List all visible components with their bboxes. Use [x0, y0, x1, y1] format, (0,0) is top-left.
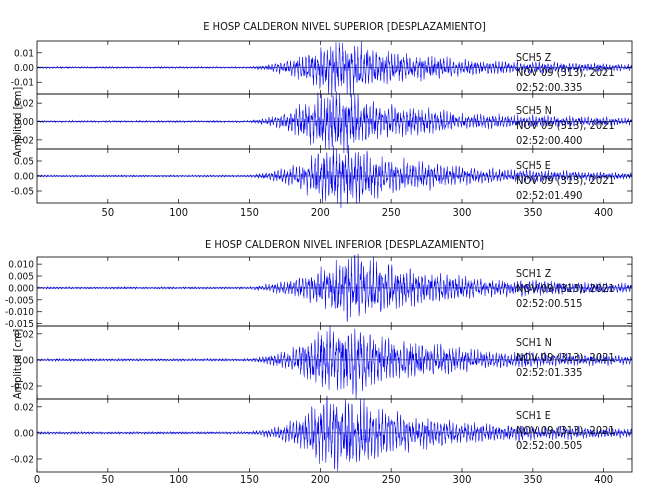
- station-annotation: SCH1 N NOV 09 (313), 2021 02:52:01.335: [516, 337, 615, 379]
- x-tick-label: 200: [311, 473, 330, 486]
- record-time: 02:52:00.505: [516, 439, 582, 452]
- y-tick-label: -0.015: [5, 319, 34, 330]
- record-time: 02:52:01.490: [516, 189, 582, 202]
- x-tick-label: 400: [594, 206, 613, 219]
- y-tick-label: -0.005: [5, 295, 34, 306]
- y-tick-label: 0.02: [14, 329, 34, 340]
- record-time: 02:52:01.335: [516, 366, 582, 379]
- y-tick-label: 0.00: [14, 63, 34, 74]
- x-tick-label: 0: [34, 473, 40, 486]
- y-tick-label: 0.00: [14, 172, 34, 183]
- x-tick-label: 300: [453, 473, 472, 486]
- y-tick-label: 0.05: [14, 157, 34, 168]
- waveform-line: [36, 145, 633, 208]
- chart-1: E HOSP CALDERON NIVEL SUPERIOR [DESPLAZA…: [11, 20, 633, 219]
- trace-panel: 0.01 0.00 -0.01 SCH5 Z NOV 09 (313), 2021 02:…: [11, 40, 633, 98]
- waveform-line: [36, 91, 633, 154]
- y-tick-label: 0.00: [14, 117, 34, 128]
- y-tick-label: 0.010: [8, 260, 34, 271]
- x-tick-label: 100: [169, 473, 188, 486]
- record-time: 02:52:00.515: [516, 297, 582, 310]
- station-channel: SCH5 N: [516, 105, 552, 117]
- station-annotation: SCH1 Z NOV 09 (313), 2021 02:52:00.515: [516, 268, 615, 310]
- x-tick-label: 350: [523, 206, 542, 219]
- record-date: NOV 09 (313), 2021: [516, 119, 615, 132]
- y-tick-label: 0.01: [14, 48, 34, 59]
- y-tick-label: 0.00: [14, 355, 34, 366]
- y-tick-label: -0.02: [11, 454, 34, 465]
- y-tick-label: 0.000: [8, 283, 34, 294]
- x-tick-label: 200: [311, 206, 330, 219]
- x-tick-label: 350: [523, 473, 542, 486]
- station-channel: SCH1 E: [516, 410, 551, 422]
- x-tick-label: 100: [169, 206, 188, 219]
- trace-panel: 0.02 0.00 -0.02 SCH1 N NOV 09 (313), 2021 02:…: [11, 325, 633, 400]
- record-time: 02:52:00.335: [516, 81, 582, 94]
- trace-panel: 0.02 0.00 -0.02 SCH1 E NOV 09 (313), 2021 02:…: [11, 395, 633, 473]
- chart-2: E HOSP CALDERON NIVEL INFERIOR [DESPLAZA…: [5, 238, 633, 486]
- station-annotation: SCH5 E NOV 09 (313), 2021 02:52:01.490: [516, 160, 615, 202]
- chart-title: E HOSP CALDERON NIVEL SUPERIOR [DESPLAZA…: [203, 20, 486, 33]
- y-tick-label: 0.005: [8, 272, 34, 283]
- panel-frame: [36, 398, 633, 473]
- record-date: NOV 09 (313), 2021: [516, 282, 615, 295]
- waveform-line: [36, 41, 633, 98]
- x-tick-label: 400: [594, 473, 613, 486]
- y-tick-label: -0.02: [11, 135, 34, 146]
- y-tick-label: 0.00: [14, 428, 34, 439]
- y-axis-label: Amplitud [cm]: [11, 87, 24, 158]
- station-annotation: SCH5 N NOV 09 (313), 2021 02:52:00.400: [516, 105, 615, 147]
- y-tick-label: -0.01: [11, 78, 34, 89]
- trace-panel: 0.05 0.00 -0.05 SCH5 E NOV 09 (313), 2021 02:…: [11, 145, 633, 208]
- waveform-line: [36, 325, 633, 399]
- record-time: 02:52:00.400: [516, 134, 582, 147]
- trace-panel: 0.02 0.00 -0.02 SCH5 N NOV 09 (313), 2021 02:…: [11, 91, 633, 154]
- x-tick-label: 50: [102, 206, 115, 219]
- x-tick-label: 300: [453, 206, 472, 219]
- y-tick-label: 0.02: [14, 402, 34, 413]
- record-date: NOV 09 (313), 2021: [516, 424, 615, 437]
- x-tick-label: 150: [240, 206, 259, 219]
- station-channel: SCH1 N: [516, 337, 552, 349]
- x-tick-label: 150: [240, 473, 259, 486]
- y-tick-label: -0.010: [5, 307, 34, 318]
- x-tick-label: 250: [382, 473, 401, 486]
- y-tick-label: -0.05: [11, 187, 34, 198]
- record-date: NOV 09 (313), 2021: [516, 66, 615, 79]
- station-channel: SCH1 Z: [516, 268, 552, 280]
- x-tick-label: 50: [102, 473, 115, 486]
- chart-title: E HOSP CALDERON NIVEL INFERIOR [DESPLAZA…: [205, 238, 484, 251]
- station-channel: SCH5 Z: [516, 52, 552, 64]
- waveform-line: [36, 395, 633, 472]
- waveform-line: [36, 253, 633, 323]
- station-annotation: SCH5 Z NOV 09 (313), 2021 02:52:00.335: [516, 52, 615, 94]
- y-axis-label: Amplitud [cm]: [11, 329, 24, 400]
- station-channel: SCH5 E: [516, 160, 551, 172]
- x-tick-label: 250: [382, 206, 401, 219]
- record-date: NOV 09 (313), 2021: [516, 174, 615, 187]
- y-tick-label: 0.02: [14, 99, 34, 110]
- station-annotation: SCH1 E NOV 09 (313), 2021 02:52:00.505: [516, 410, 615, 452]
- y-tick-label: -0.02: [11, 381, 34, 392]
- record-date: NOV 09 (313), 2021: [516, 351, 615, 364]
